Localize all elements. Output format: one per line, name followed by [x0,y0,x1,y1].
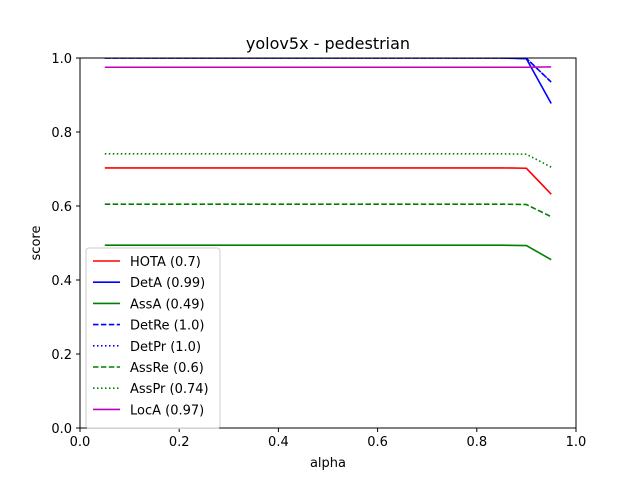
x-tick-label: 0.0 [70,435,91,450]
y-tick-label: 0.0 [51,422,72,437]
legend-label: DetPr (1.0) [130,340,201,355]
x-tick-label: 0.4 [268,435,289,450]
chart-title: yolov5x - pedestrian [246,34,410,53]
y-tick-label: 0.4 [51,274,72,289]
y-tick-label: 0.8 [51,126,72,141]
x-tick-label: 0.2 [169,435,190,450]
legend-box [85,247,221,429]
series-layer [104,58,552,261]
x-axis-label: alpha [310,456,346,471]
y-tick-label: 0.6 [51,200,72,215]
legend-label: DetA (0.99) [130,276,205,291]
series-line-0 [104,167,552,195]
x-tick-label: 0.8 [466,435,487,450]
x-tick-label: 0.6 [367,435,388,450]
y-tick-label: 0.2 [51,348,72,363]
series-line-5 [104,203,552,218]
series-line-2 [104,244,552,261]
x-tick-label: 1.0 [566,435,587,450]
legend-label: AssA (0.49) [130,297,205,312]
y-tick-label: 1.0 [51,52,72,67]
legend-label: DetRe (1.0) [130,319,205,334]
plot-frame [79,57,577,429]
legend-label: AssPr (0.74) [130,382,209,397]
y-axis: 0.0 0.2 0.4 0.6 0.8 1.0 [51,52,80,437]
legend-label: HOTA (0.7) [130,255,201,270]
y-axis-label: score [29,226,44,261]
x-axis: 0.0 0.2 0.4 0.6 0.8 1.0 [70,428,587,450]
legend-label: LocA (0.97) [130,403,204,418]
legend: HOTA (0.7) DetA (0.99) AssA (0.49) DetRe (1… [85,247,221,429]
legend-label: AssRe (0.6) [130,361,204,376]
